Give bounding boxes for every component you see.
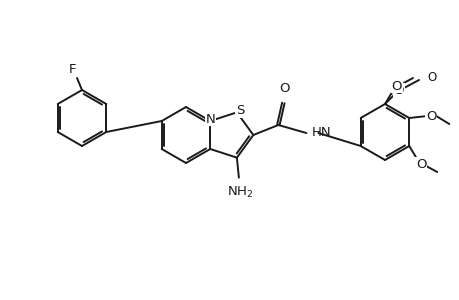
Text: F: F (69, 63, 77, 76)
Text: O: O (279, 82, 289, 95)
Text: N: N (205, 112, 215, 125)
Text: O: O (415, 158, 425, 170)
Text: NH$_2$: NH$_2$ (226, 185, 252, 200)
Text: O: O (393, 83, 403, 97)
Text: HN: HN (311, 125, 330, 139)
Text: O: O (425, 110, 436, 122)
Text: O: O (391, 80, 401, 92)
Text: S: S (235, 104, 244, 117)
Text: O: O (426, 70, 435, 83)
